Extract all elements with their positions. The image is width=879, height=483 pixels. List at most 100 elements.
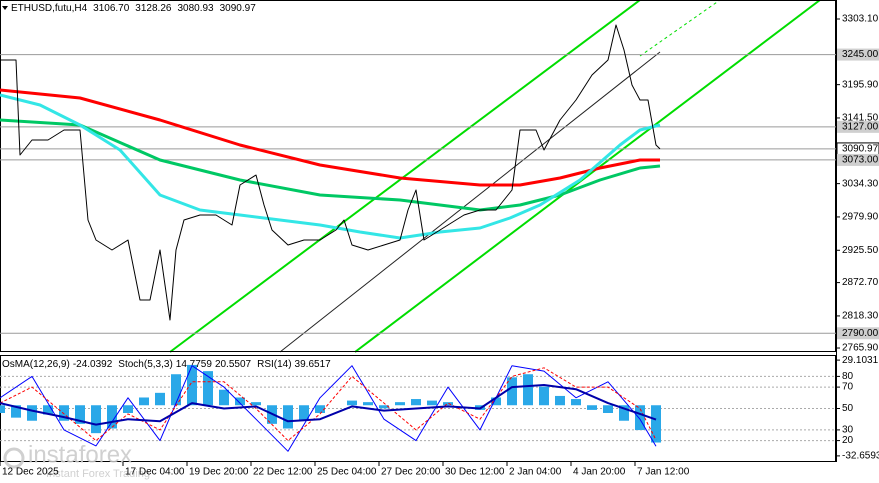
x-tick-label: 22 Dec 12:00 [253, 467, 313, 478]
level-label: 2790.00 [842, 328, 879, 339]
x-tick-label: 17 Dec 04:00 [125, 467, 185, 478]
series-line [0, 24, 661, 321]
level-label: 3127.00 [842, 121, 879, 132]
series-line [0, 93, 661, 240]
series-line [0, 367, 657, 442]
header-item: 20.5507 [215, 359, 252, 370]
osma-bar [315, 405, 325, 413]
level-label-box [837, 120, 879, 133]
indicator-header: OsMA(12,26,9) -24.0392 Stoch(5,3,3) 14.7759… [2, 359, 331, 370]
level-label-box [837, 153, 879, 166]
osma-bar [443, 402, 453, 406]
trend-line [279, 51, 661, 353]
osma-bar [235, 397, 245, 406]
osma-bar [139, 397, 149, 406]
osma-bar [571, 399, 581, 406]
trend-line [354, 0, 821, 353]
osma-bar [491, 397, 501, 406]
y-tick-label: 3303.10 [842, 14, 879, 25]
y2-tick-label: 29.1031 [842, 355, 879, 366]
osma-bar [187, 364, 197, 406]
osma-bar [603, 405, 613, 413]
osma-bar [427, 400, 437, 406]
header-item: 39.6517 [295, 359, 332, 370]
osma-bar [75, 405, 85, 424]
level-label: 3245.00 [842, 49, 879, 60]
osma-bar [27, 405, 37, 421]
osma-bar [155, 392, 165, 406]
osma-bar [363, 402, 373, 406]
osma-bar [555, 395, 565, 406]
osma-bar [411, 399, 421, 406]
header-item: -24.0392 [73, 359, 113, 370]
osma-bar [251, 402, 261, 406]
osma-bar [283, 405, 293, 429]
x-tick-label: 2 Jan 04:00 [509, 467, 562, 478]
header-item: 14.7759 [176, 359, 213, 370]
header-item: 3090.97 [220, 3, 257, 14]
osma-bar [219, 389, 229, 406]
watermark-logo [3, 447, 25, 469]
osma-bar [619, 405, 629, 421]
y-tick-label: 2925.50 [842, 245, 879, 256]
osma-bar [347, 400, 357, 406]
price-header: ETHUSD,futu,H4 3106.70 3128.26 3080.93 3090.… [11, 3, 256, 14]
osma-bar [11, 405, 21, 418]
header-item: ETHUSD,futu,H4 [11, 3, 88, 14]
osma-bar [59, 405, 69, 421]
x-tick-label: 30 Dec 12:00 [445, 467, 505, 478]
osma-bar [91, 405, 101, 434]
trend-line [169, 0, 641, 353]
x-tick-label: 7 Jan 12:00 [637, 467, 690, 478]
osma-bar [123, 405, 133, 413]
watermark-tagline: Instant Forex Trading [46, 468, 150, 480]
y-tick-label: 2765.90 [842, 343, 879, 354]
osma-bar [635, 405, 645, 431]
y-tick-label: 3195.90 [842, 79, 879, 90]
osma-bar [507, 377, 517, 406]
header-item: Stoch(5,3,3) [118, 359, 172, 370]
y-tick-label: 3034.30 [842, 178, 879, 189]
price-frame [0, 0, 836, 352]
osma-bar [43, 405, 53, 415]
level-label-box [837, 48, 879, 61]
y-tick-label: 20 [842, 435, 854, 446]
y-tick-label: 70 [842, 382, 854, 393]
osma-bar [299, 405, 309, 421]
osma-bar [107, 405, 117, 429]
osma-bar [587, 405, 597, 410]
header-item: 3080.93 [177, 3, 214, 14]
series-line [0, 118, 661, 212]
header-arrow [2, 6, 8, 10]
y-tick-label: 30 [842, 425, 854, 436]
series-line [0, 88, 660, 187]
osma-bar [171, 374, 181, 406]
y-tick-label: 80 [842, 371, 854, 382]
y-tick-label: 2872.70 [842, 277, 879, 288]
y-tick-label: 50 [842, 403, 854, 414]
osma-bar [651, 405, 661, 443]
y-tick-label: 3141.50 [842, 113, 879, 124]
y2-tick-label: -32.6593 [842, 451, 879, 462]
trend-extension [639, 0, 721, 57]
y-tick-label: 2979.90 [842, 212, 879, 223]
osma-bar [203, 371, 213, 406]
osma-bar [539, 386, 549, 406]
header-item: RSI(14) [257, 359, 291, 370]
x-tick-label: 25 Dec 04:00 [317, 467, 377, 478]
x-tick-label: 19 Dec 20:00 [189, 467, 249, 478]
osma-bar [523, 374, 533, 406]
x-tick-label: 12 Dec 2025 [2, 467, 59, 478]
x-tick-label: 4 Jan 20:00 [573, 467, 626, 478]
osma-bar [0, 405, 5, 413]
watermark-brand: instaforex [28, 441, 132, 468]
watermark: instaforex Instant Forex Trading [3, 441, 150, 480]
osma-bar [379, 405, 389, 409]
level-label: 3090.97 [842, 144, 879, 155]
level-label-box [837, 327, 879, 340]
header-item: 3128.26 [135, 3, 172, 14]
series-line [0, 384, 657, 426]
y-tick-label: 2818.30 [842, 311, 879, 322]
header-item: OsMA(12,26,9) [2, 359, 70, 370]
